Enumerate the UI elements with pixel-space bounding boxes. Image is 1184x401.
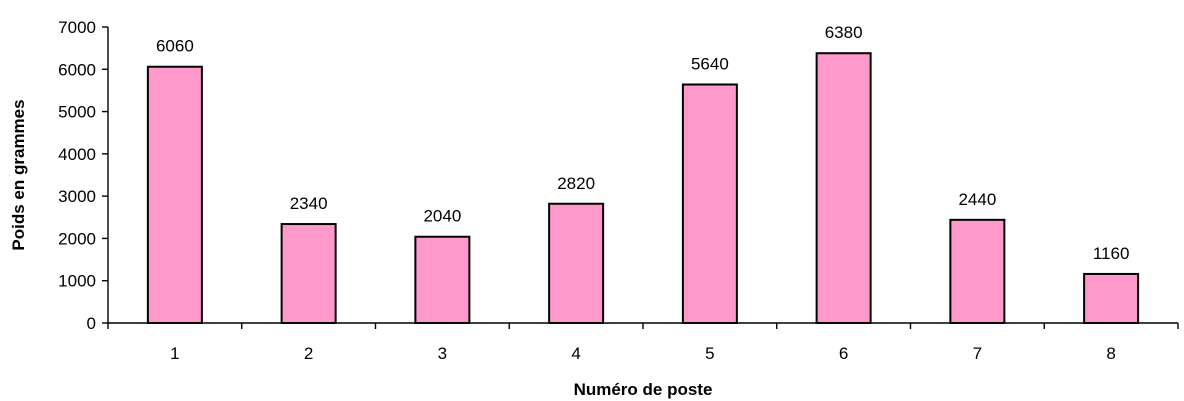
x-axis-title: Numéro de poste: [574, 380, 713, 399]
x-tick-label: 7: [973, 344, 982, 363]
x-axis-ticks: 1 2 3 4 5 6 7 8: [107, 323, 1179, 363]
x-tick-label: 2: [304, 344, 313, 363]
bar-7: [949, 218, 1006, 324]
y-tick-label: 0: [87, 314, 96, 333]
data-label-5: 5640: [691, 55, 729, 74]
y-tick-label: 6000: [58, 60, 96, 79]
bar-3: [414, 235, 471, 324]
y-tick-label: 4000: [58, 145, 96, 164]
data-label-3: 2040: [423, 207, 461, 226]
bar-2: [280, 223, 337, 324]
data-label-7: 2440: [958, 190, 996, 209]
bar-1: [146, 65, 203, 325]
data-label-8: 1160: [1093, 244, 1130, 263]
x-tick-label: 1: [170, 344, 179, 363]
y-tick-label: 7000: [58, 18, 96, 37]
y-axis-ticks: 0 1000 2000 3000 4000 5000 6000 7000: [58, 18, 108, 333]
x-tick-label: 4: [571, 344, 580, 363]
data-label-1: 6060: [156, 37, 194, 56]
data-labels: 6060 2340 2040 2820 5640 6380 2440 1160: [156, 23, 1129, 263]
x-tick-label: 6: [839, 344, 848, 363]
bar-5: [681, 83, 738, 324]
x-tick-label: 5: [705, 344, 714, 363]
y-tick-label: 5000: [58, 103, 96, 122]
bars: [146, 52, 1140, 325]
y-tick-label: 2000: [58, 229, 96, 248]
y-axis-title: Poids en grammes: [9, 99, 28, 250]
x-tick-label: 8: [1106, 344, 1115, 363]
y-tick-label: 1000: [58, 272, 96, 291]
bar-6: [815, 52, 872, 325]
y-tick-label: 3000: [58, 187, 96, 206]
bar-4: [548, 202, 605, 324]
data-label-4: 2820: [557, 174, 595, 193]
data-label-2: 2340: [290, 194, 328, 213]
x-tick-label: 3: [438, 344, 447, 363]
data-label-6: 6380: [825, 23, 863, 42]
bar-8: [1083, 272, 1140, 325]
